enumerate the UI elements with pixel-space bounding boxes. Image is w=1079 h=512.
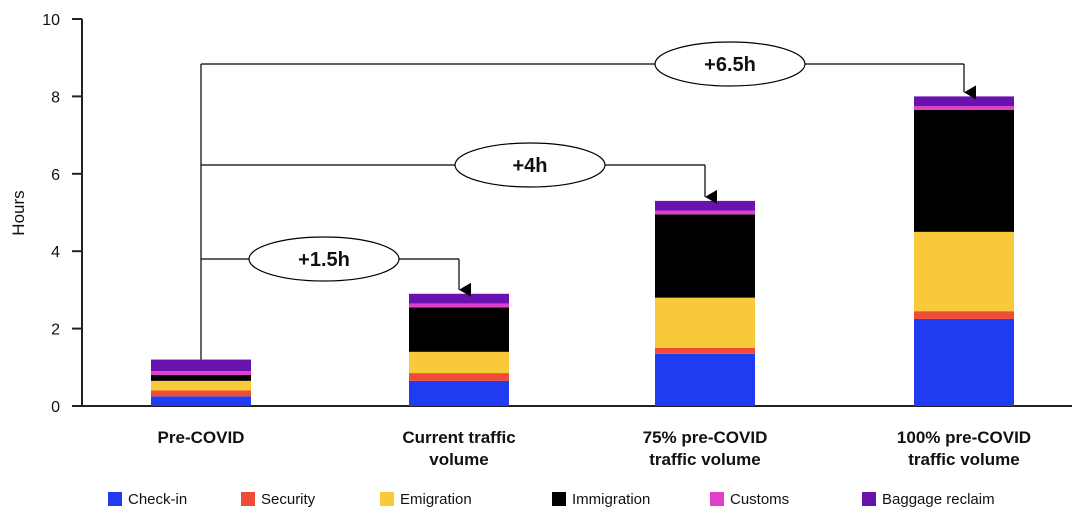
bar-segment-baggage-reclaim bbox=[151, 359, 251, 372]
bar-segment-security bbox=[655, 347, 755, 354]
y-tick-label: 4 bbox=[51, 244, 60, 261]
bar-segment-security bbox=[151, 390, 251, 397]
bar-segment-customs bbox=[151, 371, 251, 376]
bar-segment-customs bbox=[655, 210, 755, 215]
bar-segment-check-in bbox=[655, 353, 755, 406]
bar-segment-immigration bbox=[655, 214, 755, 298]
legend-label: Emigration bbox=[400, 491, 472, 508]
x-category-label: volume bbox=[429, 450, 489, 469]
legend-swatch bbox=[862, 492, 876, 506]
bar-segment-check-in bbox=[151, 396, 251, 406]
y-tick-label: 8 bbox=[51, 89, 60, 106]
annotation-bubble bbox=[454, 142, 606, 188]
labels: Hours Pre-COVID Current traffic volume 75% p… bbox=[9, 190, 1031, 469]
bar-segment-immigration bbox=[914, 109, 1014, 232]
legend-swatch bbox=[241, 492, 255, 506]
bar-segment-baggage-reclaim bbox=[914, 96, 1014, 107]
legend: Check-in Security Emigration Immigration Cus… bbox=[108, 491, 995, 508]
bar-segment-customs bbox=[409, 303, 509, 308]
y-tick-label: 6 bbox=[51, 167, 60, 184]
x-category-label: traffic volume bbox=[649, 450, 760, 469]
legend-swatch bbox=[108, 492, 122, 506]
x-category-label: Pre-COVID bbox=[158, 428, 245, 447]
bar-segment-baggage-reclaim bbox=[409, 293, 509, 304]
annotation-bubble bbox=[248, 236, 400, 282]
annotation-label: +1.5h bbox=[298, 249, 350, 271]
bar-segment-immigration bbox=[409, 307, 509, 352]
x-category-label: 100% pre-COVID bbox=[897, 428, 1031, 447]
legend-swatch bbox=[710, 492, 724, 506]
annotation-bubble bbox=[654, 41, 806, 87]
bar-segment-emigration bbox=[409, 351, 509, 374]
bar-segment-check-in bbox=[914, 318, 1014, 406]
legend-label: Check-in bbox=[128, 491, 187, 508]
bar-segment-emigration bbox=[914, 231, 1014, 312]
y-tick-label: 2 bbox=[51, 322, 60, 339]
legend-swatch bbox=[552, 492, 566, 506]
annotations: +1.5h +4h +6.5h bbox=[200, 41, 976, 360]
bar-segment-immigration bbox=[151, 375, 251, 381]
legend-label: Baggage reclaim bbox=[882, 491, 995, 508]
legend-swatch bbox=[380, 492, 394, 506]
y-tick-label: 10 bbox=[42, 12, 60, 29]
y-axis-label: Hours bbox=[9, 190, 28, 235]
bar-segment-emigration bbox=[655, 297, 755, 348]
annotation-label: +6.5h bbox=[704, 54, 756, 76]
bar-segment-security bbox=[409, 373, 509, 381]
legend-label: Security bbox=[261, 491, 316, 508]
y-tick-label: 0 bbox=[51, 399, 60, 416]
bar-segment-check-in bbox=[409, 380, 509, 406]
annotation-label: +4h bbox=[512, 155, 547, 177]
bar-segment-emigration bbox=[151, 380, 251, 391]
x-category-label: Current traffic bbox=[402, 428, 515, 447]
legend-label: Customs bbox=[730, 491, 789, 508]
bar-segment-customs bbox=[914, 106, 1014, 110]
bars bbox=[151, 96, 1014, 406]
bar-segment-security bbox=[914, 311, 1014, 319]
legend-label: Immigration bbox=[572, 491, 650, 508]
x-category-label: 75% pre-COVID bbox=[643, 428, 768, 447]
x-category-label: traffic volume bbox=[908, 450, 1019, 469]
bar-segment-baggage-reclaim bbox=[655, 200, 755, 211]
